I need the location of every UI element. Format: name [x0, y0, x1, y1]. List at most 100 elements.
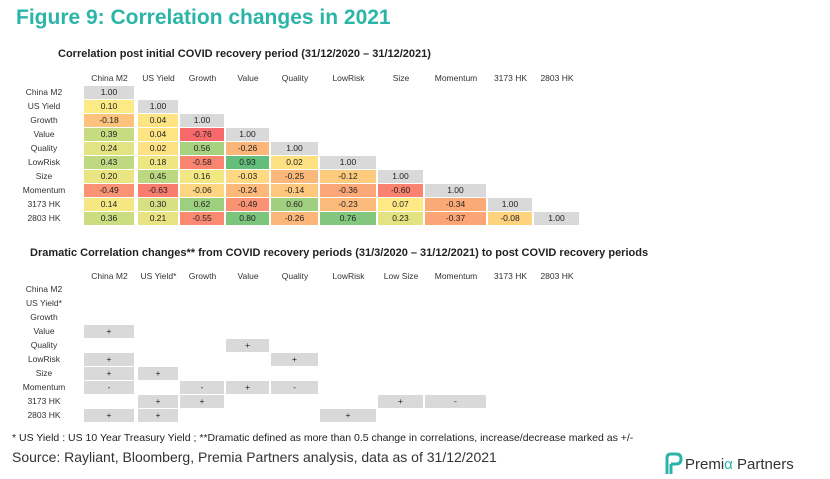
heatmap-cell: -0.49: [226, 198, 269, 211]
column-header-lowrisk: LowRisk: [332, 271, 365, 281]
heatmap-cell: -0.36: [320, 184, 376, 197]
heatmap-cell: -0.06: [180, 184, 224, 197]
heatmap-cell: 0.16: [180, 170, 224, 183]
heatmap-cell: 0.24: [84, 142, 134, 155]
heatmap-cell: 1.00: [320, 156, 376, 169]
column-header-lowrisk: LowRisk: [332, 73, 365, 83]
column-header-momentum: Momentum: [434, 271, 478, 281]
change-mark-cell: +: [84, 353, 134, 366]
change-mark-cell: +: [138, 367, 178, 380]
row-header-3173-hk: 3173 HK: [27, 396, 61, 406]
row-header-3173-hk: 3173 HK: [27, 199, 61, 209]
heatmap-cell: -0.08: [488, 212, 532, 225]
footnote: * US Yield : US 10 Year Treasury Yield ;…: [12, 432, 634, 444]
column-header-low-size: Low Size: [383, 271, 419, 281]
premia-partners-logo: Premiα Partners: [663, 452, 794, 476]
row-header-2803-hk: 2803 HK: [27, 213, 61, 223]
column-header-quality: Quality: [281, 271, 309, 281]
heatmap-cell: -0.23: [320, 198, 376, 211]
heatmap-cell: 0.39: [84, 128, 134, 141]
change-mark-cell: +: [84, 325, 134, 338]
row-header-quality: Quality: [30, 143, 58, 153]
column-header-momentum: Momentum: [434, 73, 478, 83]
change-mark-cell: +: [226, 381, 269, 394]
heatmap-cell: 1.00: [138, 100, 178, 113]
heatmap-cell: 0.02: [138, 142, 178, 155]
heatmap-cell: 0.80: [226, 212, 269, 225]
row-header-quality: Quality: [30, 340, 58, 350]
change-mark-cell: +: [84, 367, 134, 380]
heatmap-cell: -0.49: [84, 184, 134, 197]
heatmap-cell: 0.43: [84, 156, 134, 169]
change-mark-cell: +: [180, 395, 224, 408]
column-header-china-m2: China M2: [91, 271, 128, 281]
change-mark-cell: +: [226, 339, 269, 352]
column-header-quality: Quality: [281, 73, 309, 83]
column-header-3173-hk: 3173 HK: [493, 73, 528, 83]
change-mark-cell: +: [320, 409, 376, 422]
heatmap-cell: -0.03: [226, 170, 269, 183]
heatmap-cell: 0.30: [138, 198, 178, 211]
row-header-growth: Growth: [30, 115, 58, 125]
change-mark-cell: +: [138, 409, 178, 422]
column-header-2803-hk: 2803 HK: [540, 73, 574, 83]
heatmap-cell: 0.36: [84, 212, 134, 225]
heatmap-cell: 0.04: [138, 128, 178, 141]
change-mark-cell: +: [84, 409, 134, 422]
heatmap-cell: 0.60: [271, 198, 318, 211]
heatmap-cell: 1.00: [534, 212, 579, 225]
heatmap-cell: 1.00: [84, 86, 134, 99]
heatmap-cell: 0.62: [180, 198, 224, 211]
column-header-2803-hk: 2803 HK: [540, 271, 574, 281]
change-mark-cell: +: [378, 395, 423, 408]
heatmap-cell: 1.00: [226, 128, 269, 141]
heatmap-cell: -0.60: [378, 184, 423, 197]
change-mark-cell: -: [84, 381, 134, 394]
heatmap-cell: 0.56: [180, 142, 224, 155]
heatmap-cell: -0.25: [271, 170, 318, 183]
changes-title: Dramatic Correlation changes** from COVI…: [30, 247, 649, 259]
column-header-us-yield: US Yield*: [140, 271, 177, 281]
heatmap-cell: -0.26: [271, 212, 318, 225]
heatmap-cell: 1.00: [378, 170, 423, 183]
row-header-us-yield: US Yield: [27, 101, 61, 111]
row-header-value: Value: [33, 326, 55, 336]
column-header-china-m2: China M2: [91, 73, 128, 83]
change-mark-cell: -: [271, 381, 318, 394]
heatmap-cell: 0.45: [138, 170, 178, 183]
heatmap-cell: 0.10: [84, 100, 134, 113]
row-header-2803-hk: 2803 HK: [27, 410, 61, 420]
heatmap-cell: 0.14: [84, 198, 134, 211]
heatmap-cell: -0.24: [226, 184, 269, 197]
column-header-growth: Growth: [188, 271, 217, 281]
heatmap-cell: 1.00: [271, 142, 318, 155]
heatmap-cell: -0.12: [320, 170, 376, 183]
heatmap-title: Correlation post initial COVID recovery …: [58, 48, 431, 60]
heatmap-cell: 1.00: [425, 184, 486, 197]
row-header-size: Size: [35, 368, 53, 378]
row-header-momentum: Momentum: [22, 185, 66, 195]
row-header-value: Value: [33, 129, 55, 139]
change-mark-cell: -: [425, 395, 486, 408]
heatmap-cell: -0.18: [84, 114, 134, 127]
heatmap-cell: -0.58: [180, 156, 224, 169]
row-header-size: Size: [35, 171, 53, 181]
heatmap-cell: 0.04: [138, 114, 178, 127]
heatmap-cell: 0.23: [378, 212, 423, 225]
heatmap-cell: -0.34: [425, 198, 486, 211]
row-header-lowrisk: LowRisk: [27, 354, 61, 364]
heatmap-cell: -0.63: [138, 184, 178, 197]
row-header-china-m2: China M2: [25, 87, 63, 97]
heatmap-cell: 0.18: [138, 156, 178, 169]
heatmap-cell: 0.93: [226, 156, 269, 169]
column-header-size: Size: [392, 73, 410, 83]
column-header-value: Value: [237, 271, 259, 281]
change-mark-cell: +: [271, 353, 318, 366]
row-header-us-yield: US Yield*: [26, 298, 62, 308]
row-header-growth: Growth: [30, 312, 58, 322]
heatmap-cell: 0.02: [271, 156, 318, 169]
logo-text: Premiα Partners: [685, 455, 794, 473]
heatmap-cell: -0.26: [226, 142, 269, 155]
change-mark-cell: +: [138, 395, 178, 408]
heatmap-cell: -0.55: [180, 212, 224, 225]
